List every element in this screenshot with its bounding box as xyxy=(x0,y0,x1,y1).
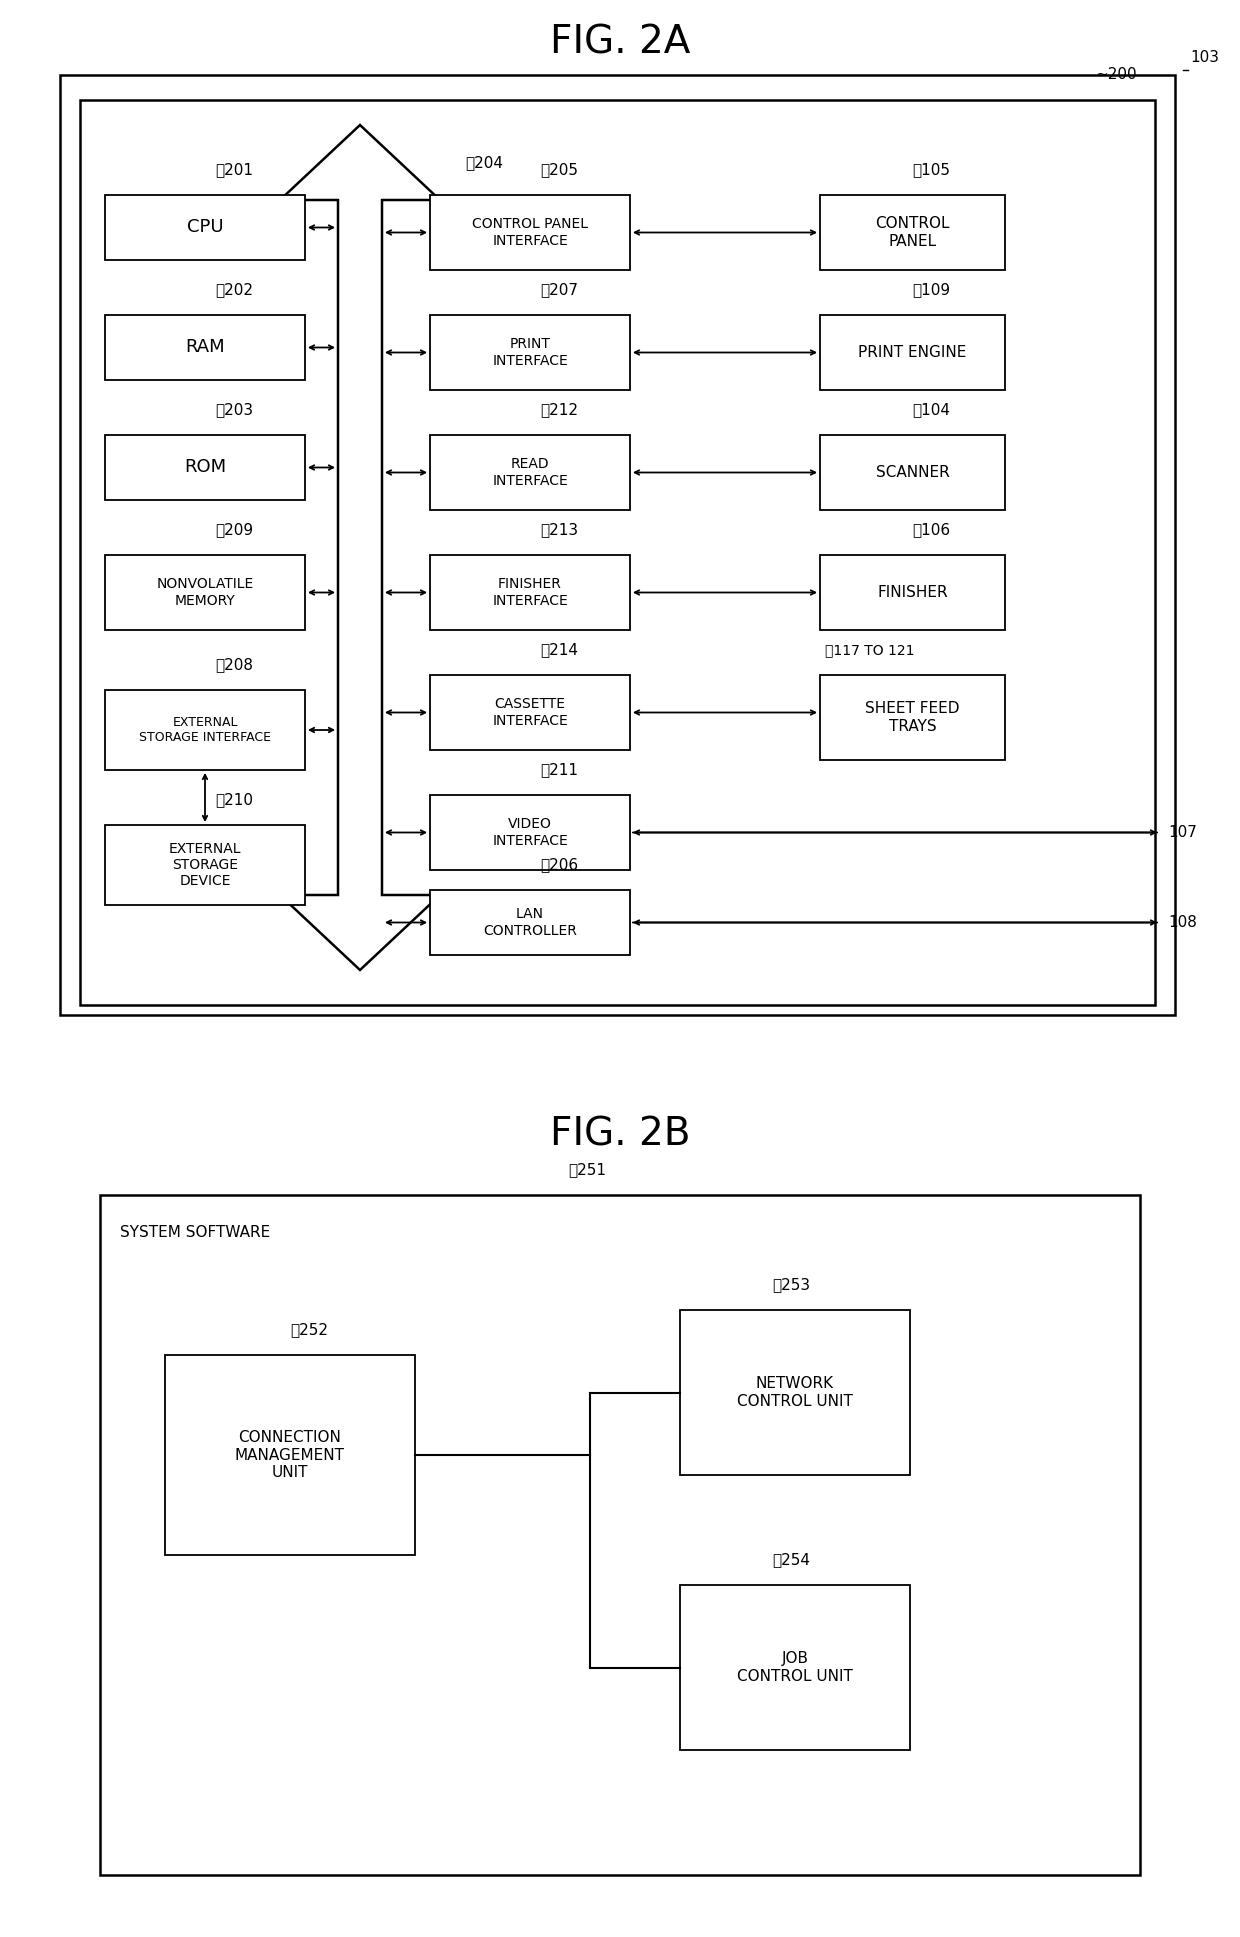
Polygon shape xyxy=(280,126,440,970)
Text: ⸌208: ⸌208 xyxy=(215,657,253,672)
Bar xyxy=(820,674,1004,759)
Bar xyxy=(100,1195,1140,1875)
Text: ⸌106: ⸌106 xyxy=(913,521,951,537)
Bar xyxy=(820,556,1004,630)
Bar xyxy=(430,196,630,269)
Text: READ
INTERFACE: READ INTERFACE xyxy=(492,457,568,488)
Text: NETWORK
CONTROL UNIT: NETWORK CONTROL UNIT xyxy=(737,1377,853,1408)
Text: ⸌211: ⸌211 xyxy=(539,761,578,777)
Text: ⸌251: ⸌251 xyxy=(568,1162,606,1178)
Text: SCANNER: SCANNER xyxy=(875,465,950,480)
Bar xyxy=(430,674,630,750)
Text: JOB
CONTROL UNIT: JOB CONTROL UNIT xyxy=(737,1652,853,1683)
Bar xyxy=(430,556,630,630)
Bar xyxy=(105,825,305,905)
Text: SYSTEM SOFTWARE: SYSTEM SOFTWARE xyxy=(120,1224,270,1240)
Bar xyxy=(430,316,630,389)
Text: ⸌254: ⸌254 xyxy=(773,1552,810,1567)
Text: ⸌213: ⸌213 xyxy=(539,521,578,537)
Bar xyxy=(430,794,630,870)
Text: NONVOLATILE
MEMORY: NONVOLATILE MEMORY xyxy=(156,577,254,608)
Text: ⸌204: ⸌204 xyxy=(465,155,503,170)
Text: ⸌253: ⸌253 xyxy=(773,1276,810,1292)
Text: ⸌201: ⸌201 xyxy=(215,163,253,176)
Text: FINISHER
INTERFACE: FINISHER INTERFACE xyxy=(492,577,568,608)
Text: CONTROL
PANEL: CONTROL PANEL xyxy=(875,217,950,248)
Text: VIDEO
INTERFACE: VIDEO INTERFACE xyxy=(492,817,568,848)
Bar xyxy=(105,436,305,500)
Text: ⸌117 TO 121: ⸌117 TO 121 xyxy=(825,643,915,657)
Text: FINISHER: FINISHER xyxy=(877,585,947,600)
Text: PRINT ENGINE: PRINT ENGINE xyxy=(858,345,967,360)
Bar xyxy=(105,196,305,260)
Text: EXTERNAL
STORAGE INTERFACE: EXTERNAL STORAGE INTERFACE xyxy=(139,717,272,744)
Bar xyxy=(105,316,305,380)
Bar xyxy=(105,556,305,630)
Bar xyxy=(820,436,1004,509)
Text: ⸌252: ⸌252 xyxy=(290,1321,329,1337)
Bar xyxy=(60,76,1176,1015)
Bar xyxy=(165,1356,415,1555)
Text: ⸌203: ⸌203 xyxy=(215,403,253,416)
Text: CPU: CPU xyxy=(187,219,223,236)
Text: ⸌212: ⸌212 xyxy=(539,403,578,416)
Bar xyxy=(820,196,1004,269)
Bar xyxy=(680,1584,910,1749)
Text: RAM: RAM xyxy=(185,339,224,356)
Text: FIG. 2A: FIG. 2A xyxy=(549,23,691,60)
Text: ⸌105: ⸌105 xyxy=(913,163,951,176)
Text: 107: 107 xyxy=(1168,825,1197,841)
Text: ⸌210: ⸌210 xyxy=(215,792,253,808)
Text: 103: 103 xyxy=(1190,50,1219,66)
Text: ⸌209: ⸌209 xyxy=(215,521,253,537)
Text: LAN
CONTROLLER: LAN CONTROLLER xyxy=(484,907,577,938)
Bar xyxy=(430,889,630,955)
Bar xyxy=(81,101,1154,1005)
Text: PRINT
INTERFACE: PRINT INTERFACE xyxy=(492,337,568,368)
Text: ROM: ROM xyxy=(184,459,226,477)
Text: ⸌205: ⸌205 xyxy=(539,163,578,176)
Text: CASSETTE
INTERFACE: CASSETTE INTERFACE xyxy=(492,697,568,728)
Text: ~200: ~200 xyxy=(1095,68,1137,81)
Bar xyxy=(430,436,630,509)
Text: ⸌206: ⸌206 xyxy=(539,856,578,872)
Bar xyxy=(680,1309,910,1474)
Bar xyxy=(105,690,305,771)
Text: ⸌109: ⸌109 xyxy=(913,283,951,296)
Text: FIG. 2B: FIG. 2B xyxy=(549,1116,691,1154)
Bar xyxy=(820,316,1004,389)
Text: CONNECTION
MANAGEMENT
UNIT: CONNECTION MANAGEMENT UNIT xyxy=(236,1430,345,1480)
Text: CONTROL PANEL
INTERFACE: CONTROL PANEL INTERFACE xyxy=(472,217,588,248)
Text: SHEET FEED
TRAYS: SHEET FEED TRAYS xyxy=(866,701,960,734)
Text: ⸌104: ⸌104 xyxy=(913,403,951,416)
Text: ⸌207: ⸌207 xyxy=(539,283,578,296)
Text: 108: 108 xyxy=(1168,914,1197,930)
Text: ⸌202: ⸌202 xyxy=(215,283,253,296)
Text: ⸌214: ⸌214 xyxy=(539,641,578,657)
Text: EXTERNAL
STORAGE
DEVICE: EXTERNAL STORAGE DEVICE xyxy=(169,843,242,889)
